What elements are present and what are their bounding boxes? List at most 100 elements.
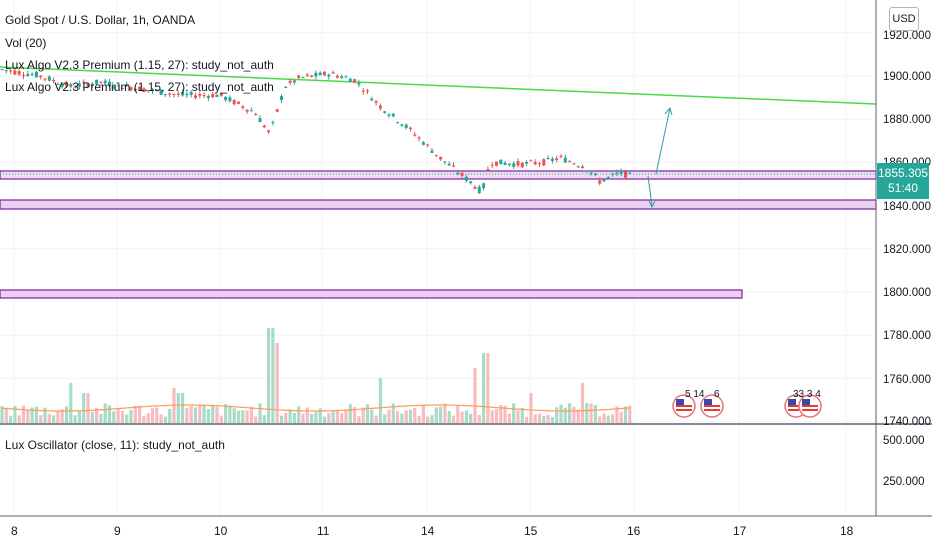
volume-bar (413, 407, 417, 423)
candle-body (219, 92, 223, 96)
candle-body (43, 78, 47, 80)
volume-bar (396, 411, 400, 423)
volume-bar (615, 406, 619, 423)
volume-legend[interactable]: Vol (20) (5, 36, 47, 50)
volume-bar (228, 405, 232, 423)
volume-bar (258, 403, 262, 423)
indicator-1-legend[interactable]: Lux Algo V2.3 Premium (1.15, 27): study_… (5, 58, 274, 72)
candle-body (271, 121, 275, 123)
candle-body (520, 162, 524, 168)
event-markers[interactable]: 5 14 6 33 3 4 (672, 389, 822, 418)
candle-body (163, 94, 167, 96)
candle-body (473, 186, 477, 189)
volume-bar (314, 411, 318, 423)
volume-bar (537, 413, 542, 423)
price-axis[interactable]: 1920.000 1900.000 1880.000 1860.000 1840… (883, 30, 931, 428)
candle-body (65, 82, 68, 87)
candle-body (146, 90, 150, 92)
candle-body (529, 160, 533, 162)
projection-up-arrow[interactable] (655, 107, 671, 175)
candle-body (0, 69, 4, 71)
candle-body (125, 84, 129, 87)
candle-body (409, 127, 412, 130)
indicator-2-legend[interactable]: Lux Algo V2.3 Premium (1.15, 27): study_… (5, 80, 274, 94)
price-tick-1740: 1740.000 (883, 416, 931, 428)
candle-body (542, 159, 546, 166)
candle-body (185, 93, 189, 96)
volume-bar (176, 393, 180, 423)
zone-mid-band[interactable] (0, 199, 877, 210)
price-tick-1760: 1760.000 (883, 374, 931, 386)
volume-bar (628, 405, 632, 423)
zone-lower-band[interactable] (0, 289, 743, 299)
oscillator-legend[interactable]: Lux Oscillator (close, 11): study_not_au… (5, 438, 225, 452)
candle-body (189, 91, 193, 95)
event-marker-2[interactable] (700, 394, 724, 418)
candle-body (9, 70, 13, 72)
candle-body (314, 72, 318, 77)
candle-body (503, 162, 507, 165)
candle-body (267, 130, 271, 133)
candle-body (215, 94, 219, 98)
candle-body (34, 71, 38, 78)
volume-bar (529, 393, 533, 423)
volume-bar (146, 413, 150, 423)
volume-bar (107, 405, 112, 423)
candle-body (4, 70, 8, 72)
volume-bar (516, 410, 520, 423)
candle-body (275, 109, 279, 112)
candle-body (52, 79, 56, 82)
volume-bar (90, 412, 94, 423)
volume-bar (116, 408, 120, 423)
candle-body (628, 172, 632, 174)
zones (0, 170, 877, 299)
volume-bar (361, 407, 365, 423)
candle-body (331, 72, 335, 74)
volume-bar (421, 405, 425, 423)
time-tick-14: 14 (421, 524, 435, 538)
projection-arrows[interactable] (647, 106, 673, 209)
price-tick-1900: 1900.000 (883, 71, 931, 83)
candle-body (172, 93, 176, 95)
oscillator-axis[interactable]: 500.000 250.000 (883, 435, 925, 488)
volume-bar (0, 405, 4, 423)
symbol-title[interactable]: Gold Spot / U.S. Dollar, 1h, OANDA (5, 13, 196, 27)
candle-body (198, 94, 202, 96)
candle-body (469, 181, 473, 184)
volume-bar (430, 415, 434, 423)
candle-body (292, 80, 296, 83)
candle-body (598, 180, 602, 184)
candle-body (284, 86, 288, 88)
projection-down-arrow[interactable] (647, 175, 653, 207)
candle-body (280, 96, 283, 100)
currency-button[interactable]: USD (889, 7, 919, 31)
volume-bar (129, 409, 133, 423)
candle-body (86, 83, 90, 87)
volume-bar (17, 415, 21, 423)
event-marker-4[interactable] (798, 394, 822, 418)
volume-bar (400, 413, 404, 423)
candle-body (361, 90, 365, 92)
zone-upper-band[interactable] (0, 170, 877, 180)
volume-bar (284, 412, 288, 423)
volume-bar (447, 410, 451, 423)
volume-bar (163, 416, 167, 423)
candle-body (120, 87, 124, 89)
volume-bar (353, 407, 357, 423)
current-price-label: 1855.305 51:40 (877, 163, 929, 199)
candle-body (495, 161, 498, 166)
candle-body (434, 154, 438, 156)
candle-body (39, 75, 43, 78)
candle-body (447, 163, 451, 166)
candle-body (417, 137, 421, 139)
volume-ma-line (1, 404, 630, 412)
candle-body (426, 144, 430, 146)
event-marker-1[interactable] (672, 394, 696, 418)
trend-line[interactable] (0, 66, 877, 105)
volume-bar (456, 404, 460, 423)
time-tick-9: 9 (114, 524, 121, 538)
time-axis[interactable]: 8 9 10 11 14 15 16 17 18 (11, 524, 854, 538)
volume-bar (602, 413, 606, 423)
